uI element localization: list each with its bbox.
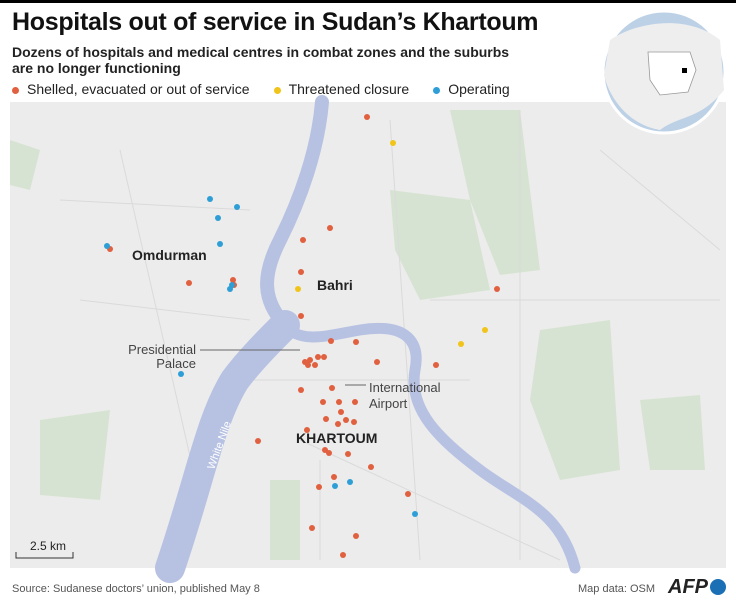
- place-label: Bahri: [317, 277, 353, 293]
- hospital-marker: [482, 327, 488, 333]
- hospital-markers: [104, 114, 500, 558]
- hospital-marker: [433, 362, 439, 368]
- hospital-marker: [351, 419, 357, 425]
- hospital-marker: [320, 399, 326, 405]
- hospital-marker: [321, 354, 327, 360]
- hospital-marker: [338, 409, 344, 415]
- hospital-marker: [298, 313, 304, 319]
- hospital-marker: [186, 280, 192, 286]
- hospital-marker: [217, 241, 223, 247]
- hospital-marker: [328, 338, 334, 344]
- hospital-marker: [305, 362, 311, 368]
- hospital-marker: [331, 474, 337, 480]
- hospital-marker: [374, 359, 380, 365]
- map-credit: Map data: OSM: [578, 583, 656, 595]
- title: Hospitals out of service in Sudan’s Khar…: [12, 8, 539, 36]
- hospital-marker: [234, 204, 240, 210]
- hospital-marker: [353, 339, 359, 345]
- logo-text: AFP: [668, 576, 708, 598]
- scale-label: 2.5 km: [30, 539, 66, 553]
- place-label: Omdurman: [132, 247, 207, 263]
- logo-mark: [710, 579, 726, 595]
- logo: AFP: [668, 576, 726, 599]
- hospital-marker: [230, 277, 236, 283]
- map-background: [10, 102, 726, 568]
- legend: Shelled, evacuated or out of service Thr…: [12, 81, 510, 97]
- place-label: KHARTOUM: [296, 430, 377, 446]
- hospital-marker: [298, 387, 304, 393]
- top-bar: [0, 0, 736, 3]
- hospital-marker: [215, 215, 221, 221]
- hospital-marker: [304, 427, 310, 433]
- place-label: International: [369, 380, 441, 395]
- hospital-marker: [315, 354, 321, 360]
- source: Source: Sudanese doctors’ union, publish…: [12, 583, 260, 595]
- hospital-marker: [307, 357, 313, 363]
- hospital-marker: [207, 196, 213, 202]
- hospital-marker: [340, 552, 346, 558]
- place-label: Airport: [369, 396, 408, 411]
- legend-item: Threatened closure: [274, 81, 410, 97]
- hospital-marker: [316, 484, 322, 490]
- scale-bar: [15, 552, 74, 559]
- hospital-marker: [295, 286, 301, 292]
- parks: [10, 110, 705, 560]
- locator-globe: [601, 9, 727, 135]
- hospital-marker: [104, 243, 110, 249]
- hospital-marker: [405, 491, 411, 497]
- hospital-marker: [335, 421, 341, 427]
- hospital-marker: [336, 399, 342, 405]
- hospital-marker: [329, 385, 335, 391]
- hospital-marker: [312, 362, 318, 368]
- hospital-marker: [494, 286, 500, 292]
- hospital-marker: [327, 225, 333, 231]
- hospital-marker: [227, 286, 233, 292]
- hospital-marker: [300, 237, 306, 243]
- hospital-marker: [326, 450, 332, 456]
- hospital-marker: [353, 533, 359, 539]
- place-label: Presidential: [128, 342, 196, 357]
- hospital-marker: [255, 438, 261, 444]
- hospital-marker: [332, 483, 338, 489]
- hospital-marker: [298, 269, 304, 275]
- hospital-marker: [345, 451, 351, 457]
- rivers: [155, 95, 581, 583]
- hospital-marker: [458, 341, 464, 347]
- hospital-marker: [390, 140, 396, 146]
- hospital-marker: [412, 511, 418, 517]
- place-label: Palace: [156, 356, 196, 371]
- hospital-marker: [368, 464, 374, 470]
- hospital-marker: [347, 479, 353, 485]
- legend-item: Shelled, evacuated or out of service: [12, 81, 250, 97]
- hospital-marker: [352, 399, 358, 405]
- hospital-marker: [309, 525, 315, 531]
- subtitle: Dozens of hospitals and medical centres …: [12, 44, 510, 76]
- hospital-marker: [178, 371, 184, 377]
- hospital-marker: [343, 417, 349, 423]
- legend-item: Operating: [433, 81, 509, 97]
- hospital-marker: [364, 114, 370, 120]
- hospital-marker: [323, 416, 329, 422]
